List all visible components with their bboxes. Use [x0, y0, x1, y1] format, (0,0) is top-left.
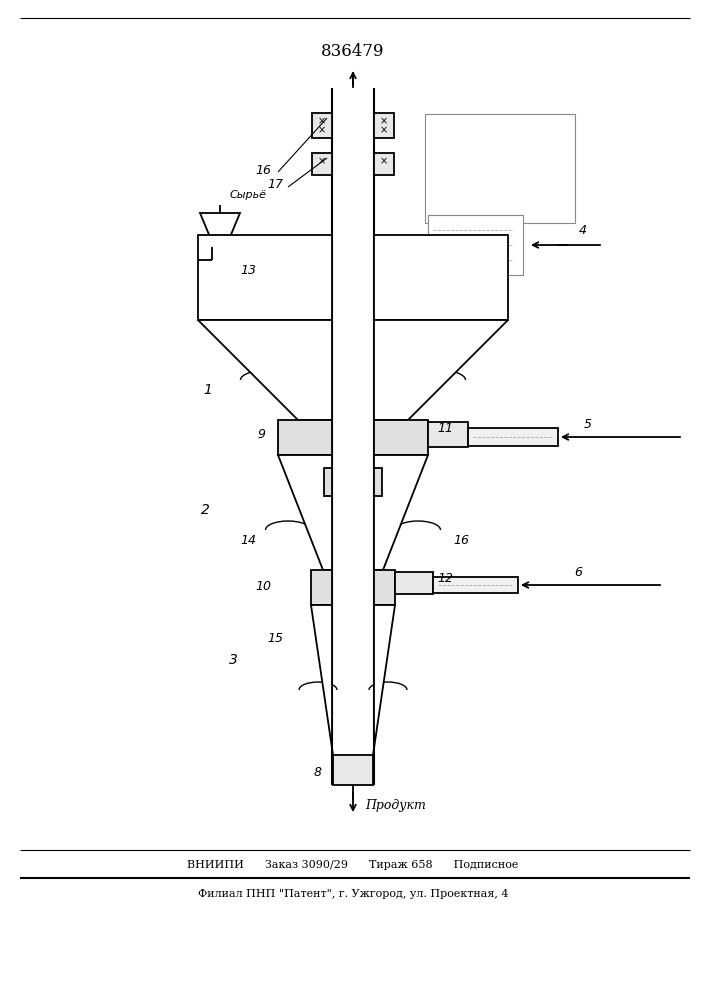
Bar — [311, 570, 332, 605]
Text: ВНИИПИ      Заказ 3090/29      Тираж 658      Подписное: ВНИИПИ Заказ 3090/29 Тираж 658 Подписное — [187, 860, 519, 870]
Text: ×: × — [380, 125, 388, 135]
Text: 11: 11 — [437, 422, 453, 434]
Bar — [395, 572, 433, 594]
Text: 16: 16 — [255, 163, 271, 176]
Polygon shape — [374, 455, 428, 570]
Bar — [198, 235, 332, 320]
Text: 7: 7 — [206, 258, 214, 271]
Text: 2: 2 — [201, 503, 209, 517]
Bar — [278, 420, 332, 455]
Text: ×: × — [318, 125, 326, 135]
Polygon shape — [278, 455, 332, 570]
Text: 10: 10 — [255, 580, 271, 592]
Text: ×: × — [380, 156, 388, 166]
Text: 9: 9 — [257, 428, 265, 442]
Bar — [212, 237, 228, 247]
Bar — [374, 570, 395, 605]
Bar — [428, 422, 468, 447]
Polygon shape — [311, 605, 333, 755]
Text: 14: 14 — [240, 534, 256, 546]
Text: 6: 6 — [574, 566, 582, 580]
Polygon shape — [198, 320, 332, 420]
Bar — [312, 113, 332, 138]
Bar — [468, 428, 558, 446]
Polygon shape — [373, 605, 395, 755]
Text: 8: 8 — [314, 766, 322, 780]
Bar — [374, 153, 394, 175]
Text: ×: × — [318, 156, 326, 166]
Polygon shape — [200, 213, 240, 237]
Text: 12: 12 — [437, 572, 453, 584]
Text: 836479: 836479 — [321, 43, 385, 60]
Text: Филиал ПНП "Патент", г. Ужгород, ул. Проектная, 4: Филиал ПНП "Патент", г. Ужгород, ул. Про… — [198, 889, 508, 899]
Bar — [312, 153, 332, 175]
Text: 13: 13 — [240, 263, 256, 276]
Text: Сырьё: Сырьё — [230, 190, 267, 200]
Polygon shape — [374, 320, 508, 420]
Bar — [433, 577, 518, 593]
Text: 1: 1 — [204, 383, 212, 397]
Bar — [374, 420, 428, 455]
Bar — [374, 113, 394, 138]
Text: 16: 16 — [453, 534, 469, 546]
Bar — [324, 468, 332, 496]
Text: 5: 5 — [584, 418, 592, 432]
Bar — [333, 755, 373, 785]
Bar — [428, 215, 523, 275]
Bar — [374, 235, 508, 320]
Text: 15: 15 — [267, 632, 283, 645]
Text: 16: 16 — [460, 284, 476, 296]
Bar — [374, 468, 382, 496]
Bar — [433, 170, 513, 215]
Bar — [425, 114, 575, 223]
Bar — [433, 122, 513, 164]
Text: ×: × — [318, 116, 326, 126]
Text: 4: 4 — [579, 224, 587, 236]
Text: 17: 17 — [267, 178, 283, 192]
Text: ×: × — [380, 116, 388, 126]
Text: Продукт: Продукт — [365, 798, 426, 812]
Text: 3: 3 — [228, 653, 238, 667]
